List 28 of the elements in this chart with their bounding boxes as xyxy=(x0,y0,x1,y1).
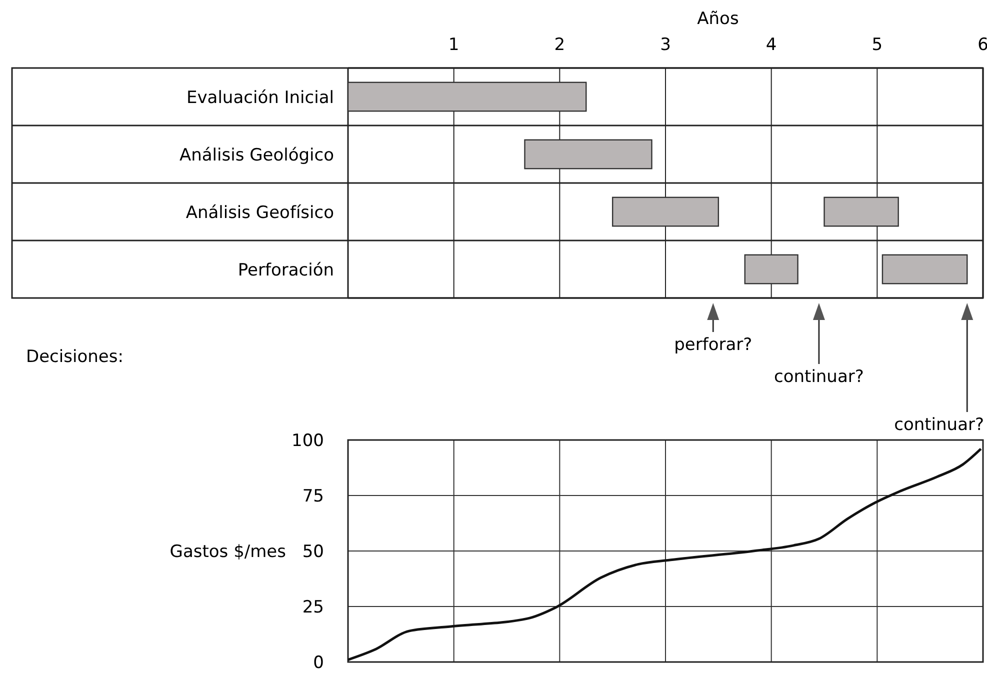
x-tick-label: 3 xyxy=(660,35,671,55)
x-tick-label: 5 xyxy=(872,35,883,55)
y-tick-label: 0 xyxy=(313,653,324,673)
text: Decisiones: xyxy=(26,347,124,367)
y-tick-label: 50 xyxy=(302,542,324,562)
x-tick-label: 4 xyxy=(766,35,777,55)
bar xyxy=(824,196,899,227)
y-tick-label: 25 xyxy=(302,598,324,618)
ref-line-label: continuar? xyxy=(774,367,864,387)
y-tick-label: Análisis Geológico xyxy=(179,145,334,166)
x-tick-label: 1 xyxy=(448,35,460,55)
line-series xyxy=(346,448,982,662)
y-tick-label: Análisis Geofísico xyxy=(186,202,334,223)
bar xyxy=(744,254,798,284)
y-tick-label: Perforación xyxy=(238,260,334,280)
ref-line-label: continuar? xyxy=(894,415,984,435)
y-tick-label: Evaluación Inicial xyxy=(186,88,334,108)
y-tick-label: 75 xyxy=(302,486,324,506)
ref-line-label: perforar? xyxy=(674,335,752,355)
x-tick-label: 2 xyxy=(554,35,566,55)
bar xyxy=(612,196,720,227)
x-tick-label: 6 xyxy=(978,35,987,55)
bar xyxy=(347,82,587,112)
bar xyxy=(524,139,652,170)
y-tick-label: 100 xyxy=(292,431,324,451)
bar xyxy=(882,254,968,284)
x-axis-title: Años xyxy=(697,9,739,29)
y-axis-title: Gastos $/mes xyxy=(170,542,286,562)
